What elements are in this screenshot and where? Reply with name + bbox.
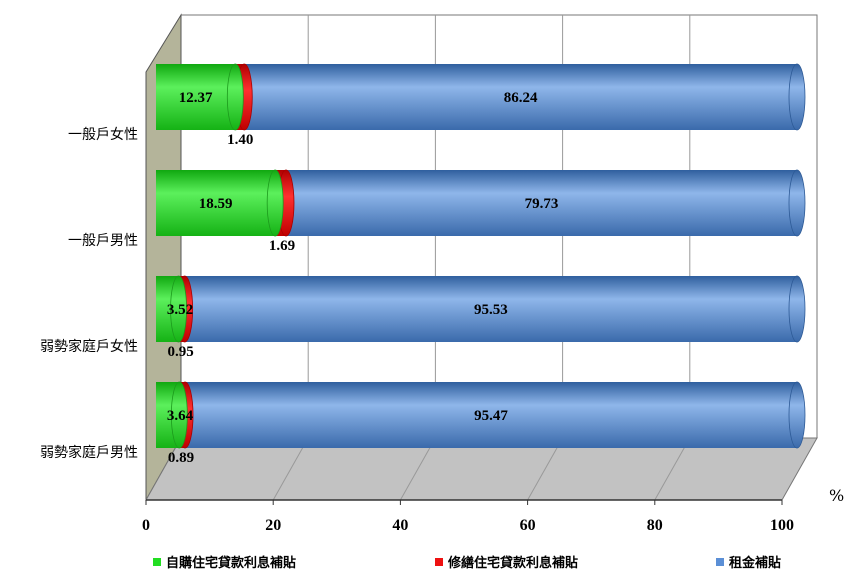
value-labels: 12.37 1.40 86.24 18.59 1.69 79.73 3.52 0.95 95.5…: [167, 90, 558, 466]
bars: [156, 63, 806, 449]
bar-segment-purchase: [156, 64, 236, 130]
bar-cap-purchase: [226, 63, 244, 131]
x-tick-label: 100: [770, 517, 794, 534]
legend-swatch-repair: [435, 557, 443, 566]
bar-cap-rent: [788, 381, 806, 449]
legend-swatch-purchase: [153, 557, 161, 566]
value-label-rent: 95.53: [474, 302, 508, 318]
category-label: 一般戶女性: [68, 126, 138, 143]
value-label-repair: 1.69: [269, 238, 295, 254]
bar-cap-purchase: [170, 275, 187, 343]
unit-label: %: [829, 486, 845, 505]
value-label-purchase: 18.59: [199, 196, 233, 212]
value-label-purchase: 12.37: [179, 90, 213, 106]
x-tick-label: 60: [520, 517, 536, 534]
x-axis: 0 20 40 60 80 100: [142, 499, 794, 534]
legend-item-rent: 租金補貼: [716, 552, 781, 571]
bar-cap-rent: [788, 169, 806, 237]
bar-segment-rent: [285, 170, 797, 236]
bar-segment-rent: [184, 276, 797, 342]
value-label-repair: 0.95: [168, 344, 194, 360]
value-label-repair: 0.89: [168, 450, 194, 466]
legend: 自購住宅貸款利息補貼 修繕住宅貸款利息補貼 租金補貼: [0, 552, 851, 574]
category-label: 弱勢家庭戶男性: [40, 444, 138, 461]
value-label-rent: 95.47: [474, 408, 508, 424]
legend-label-rent: 租金補貼: [729, 556, 782, 571]
value-label-purchase: 3.52: [167, 302, 193, 318]
category-label: 一般戶男性: [68, 233, 138, 249]
x-tick-label: 20: [265, 517, 281, 534]
x-tick-label: 0: [142, 517, 150, 534]
bar-segment-rent: [244, 64, 798, 130]
value-label-purchase: 3.64: [167, 408, 194, 424]
floor-gridline: [399, 437, 436, 501]
legend-item-repair: 修繕住宅貸款利息補貼: [435, 552, 578, 571]
floor-gridline: [654, 437, 691, 501]
x-tick-label: 40: [392, 517, 408, 534]
legend-swatch-rent: [716, 557, 724, 566]
value-label-repair: 1.40: [227, 132, 253, 148]
bar-segment-rent: [185, 382, 797, 448]
x-tick-label: 80: [647, 517, 663, 534]
bar-cap-purchase: [266, 169, 284, 237]
floor-gridline: [527, 437, 564, 501]
floor-gridline: [272, 437, 309, 501]
value-label-rent: 86.24: [504, 90, 538, 106]
legend-item-purchase: 自購住宅貸款利息補貼: [153, 552, 296, 571]
bar-segment-purchase: [156, 170, 276, 236]
legend-label-purchase: 自購住宅貸款利息補貼: [166, 556, 297, 571]
bar-cap-rent: [788, 275, 806, 343]
bar-cap-purchase: [170, 381, 188, 449]
bar-cap-rent: [788, 63, 806, 131]
value-label-rent: 79.73: [525, 196, 559, 212]
legend-label-repair: 修繕住宅貸款利息補貼: [448, 556, 579, 571]
category-label: 弱勢家庭戶女性: [40, 338, 138, 355]
